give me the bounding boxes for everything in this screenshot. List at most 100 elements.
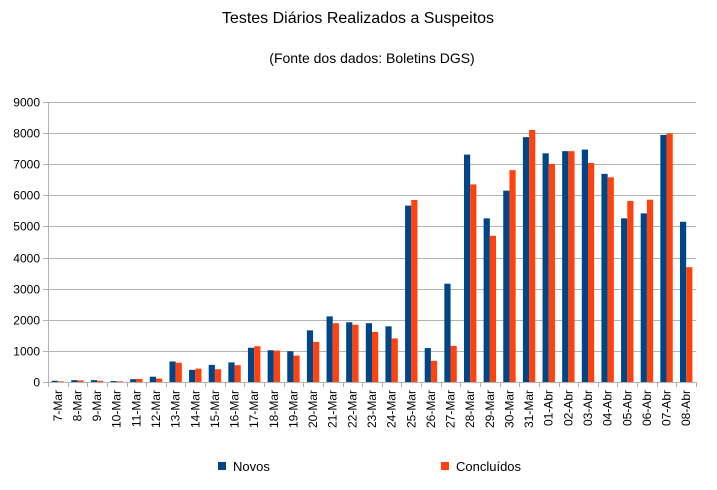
y-tick-label: 3000 bbox=[13, 283, 40, 297]
bar-novos bbox=[444, 283, 451, 382]
bar-novos bbox=[189, 369, 196, 382]
bar-novos bbox=[228, 362, 235, 382]
bar-novos bbox=[522, 137, 530, 382]
bar-concluidos bbox=[430, 360, 438, 382]
bar-concluidos bbox=[548, 163, 555, 382]
bar-concluidos bbox=[450, 345, 457, 382]
x-tick-label: 14-Mar bbox=[188, 390, 202, 428]
bar-novos bbox=[326, 316, 333, 382]
bar-concluidos bbox=[352, 324, 359, 382]
bar-novos bbox=[503, 190, 510, 382]
bar-concluidos bbox=[156, 378, 163, 382]
x-tick-label: 12-Mar bbox=[149, 390, 163, 428]
x-tick-label: 20-Mar bbox=[306, 390, 320, 428]
axes bbox=[48, 102, 696, 383]
bar-novos bbox=[71, 380, 78, 382]
x-tick-label: 13-Mar bbox=[169, 390, 183, 428]
x-tick-label: 9-Mar bbox=[90, 390, 104, 421]
bar-novos bbox=[581, 149, 588, 382]
x-tick-label: 23-Mar bbox=[365, 390, 379, 428]
bar-novos bbox=[385, 326, 392, 382]
bar-concluidos bbox=[588, 162, 595, 382]
x-tick-label: 08-Abr bbox=[679, 390, 693, 426]
x-tick-label: 22-Mar bbox=[345, 390, 359, 428]
x-tick-label: 27-Mar bbox=[444, 390, 458, 428]
bar-concluidos bbox=[529, 130, 536, 382]
bar-concluidos bbox=[509, 170, 516, 382]
bar-novos bbox=[365, 323, 372, 382]
x-tick-label: 06-Abr bbox=[640, 390, 654, 426]
bar-concluidos bbox=[313, 341, 320, 382]
bar-concluidos bbox=[97, 380, 104, 382]
x-tick-label: 01-Abr bbox=[542, 390, 556, 426]
legend-label: Concluídos bbox=[456, 459, 522, 474]
y-tick-label: 8000 bbox=[13, 127, 40, 141]
x-tick-label: 29-Mar bbox=[483, 390, 497, 428]
bar-novos bbox=[149, 376, 156, 382]
bar-concluidos bbox=[332, 323, 339, 382]
bar-novos bbox=[247, 347, 255, 382]
y-tick-label: 7000 bbox=[13, 158, 40, 172]
bar-novos bbox=[405, 205, 412, 382]
bar-novos bbox=[51, 380, 58, 382]
bar-concluidos bbox=[293, 355, 300, 382]
bar-concluidos bbox=[372, 331, 379, 382]
bar-concluidos bbox=[273, 350, 281, 382]
bar-concluidos bbox=[77, 380, 84, 382]
legend-swatch bbox=[218, 462, 226, 470]
y-tick-label: 2000 bbox=[13, 314, 40, 328]
x-tick-label: 18-Mar bbox=[267, 390, 281, 428]
y-axis-ticks: 0 1000 2000 3000 4000 5000 6000 7000 8000 9000 bbox=[13, 96, 48, 390]
x-tick-label: 7-Mar bbox=[51, 390, 65, 421]
x-tick-label: 30-Mar bbox=[503, 390, 517, 428]
y-tick-label: 5000 bbox=[13, 220, 40, 234]
bar-concluidos bbox=[627, 200, 634, 382]
bar-concluidos bbox=[646, 199, 654, 382]
chart-subtitle: (Fonte dos dados: Boletins DGS) bbox=[269, 50, 474, 66]
bar-novos bbox=[640, 213, 647, 382]
bar-novos bbox=[267, 350, 274, 382]
x-tick-label: 25-Mar bbox=[404, 390, 418, 428]
x-tick-label: 21-Mar bbox=[326, 390, 340, 428]
legend-label: Novos bbox=[233, 459, 270, 474]
bar-concluidos bbox=[195, 368, 202, 382]
x-tick-label: 31-Mar bbox=[522, 390, 536, 428]
x-tick-label: 03-Abr bbox=[581, 390, 595, 426]
bar-novos bbox=[601, 173, 608, 382]
bar-novos bbox=[424, 348, 431, 382]
y-tick-label: 1000 bbox=[13, 345, 40, 359]
x-axis-ticks: 7-Mar 8-Mar 9-Mar 10-Mar 11-Mar 12-Mar 13-Mar 1… bbox=[48, 382, 697, 428]
x-tick-label: 07-Abr bbox=[660, 390, 674, 426]
x-tick-label: 19-Mar bbox=[287, 390, 301, 428]
bar-novos bbox=[287, 351, 294, 382]
bar-novos bbox=[90, 380, 98, 382]
bar-novos bbox=[169, 361, 176, 382]
bar-novos bbox=[463, 154, 471, 382]
bar-concluidos bbox=[568, 151, 575, 382]
bar-concluidos bbox=[234, 365, 241, 382]
bar-concluidos bbox=[607, 177, 614, 382]
x-tick-label: 11-Mar bbox=[129, 390, 143, 427]
bar-concluidos bbox=[489, 235, 497, 382]
bar-concluidos bbox=[686, 267, 693, 382]
x-tick-label: 02-Abr bbox=[561, 390, 575, 426]
bar-concluidos bbox=[254, 346, 261, 382]
bar-novos bbox=[621, 218, 628, 382]
x-tick-label: 10-Mar bbox=[110, 390, 124, 428]
bar-novos bbox=[562, 151, 569, 382]
bar-novos bbox=[130, 379, 137, 382]
x-tick-label: 15-Mar bbox=[208, 390, 222, 428]
bar-concluidos bbox=[136, 378, 143, 382]
x-tick-label: 17-Mar bbox=[247, 390, 261, 428]
y-tick-label: 4000 bbox=[13, 252, 40, 266]
legend-swatch bbox=[441, 462, 449, 470]
bars bbox=[51, 130, 693, 382]
x-tick-label: 04-Abr bbox=[601, 390, 615, 426]
bar-concluidos bbox=[391, 338, 398, 382]
bar-concluidos bbox=[57, 381, 65, 382]
chart-title: Testes Diários Realizados a Suspeitos bbox=[222, 10, 494, 27]
bar-concluidos bbox=[411, 200, 418, 382]
y-tick-label: 9000 bbox=[13, 96, 40, 110]
bar-novos bbox=[110, 381, 117, 382]
